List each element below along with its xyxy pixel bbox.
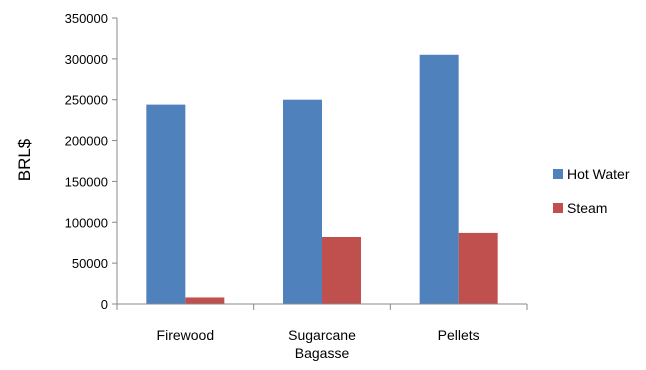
legend: Hot Water Steam: [553, 166, 630, 216]
bar-hot-water: [283, 99, 322, 304]
bar-hot-water: [146, 104, 186, 304]
bar-hot-water: [419, 54, 459, 305]
y-tick-label: 250000: [65, 93, 108, 108]
y-tick-label: 0: [101, 297, 108, 312]
y-tick-label: 100000: [65, 215, 108, 230]
y-tick-label: 150000: [65, 174, 108, 189]
legend-label-hot-water: Hot Water: [567, 166, 630, 182]
y-tick-label: 50000: [72, 256, 108, 271]
legend-swatch-steam: [553, 203, 563, 213]
x-category-label: Sugarcane Bagasse: [288, 327, 356, 361]
bar-steam: [322, 236, 361, 304]
bar-steam: [185, 297, 225, 304]
legend-label-steam: Steam: [567, 200, 607, 216]
y-axis-title: BRL$: [15, 138, 34, 181]
x-category-label: Pellets: [438, 327, 480, 343]
y-tick-label: 200000: [65, 134, 108, 149]
y-tick-label: 300000: [65, 52, 108, 67]
legend-swatch-hot-water: [553, 169, 563, 179]
y-tick-label: 350000: [65, 11, 108, 26]
x-category-label: Firewood: [157, 327, 215, 343]
bar-steam: [458, 232, 498, 304]
plot-area: 0 50000 100000 150000 200000 250000 300000 3500…: [65, 11, 528, 361]
